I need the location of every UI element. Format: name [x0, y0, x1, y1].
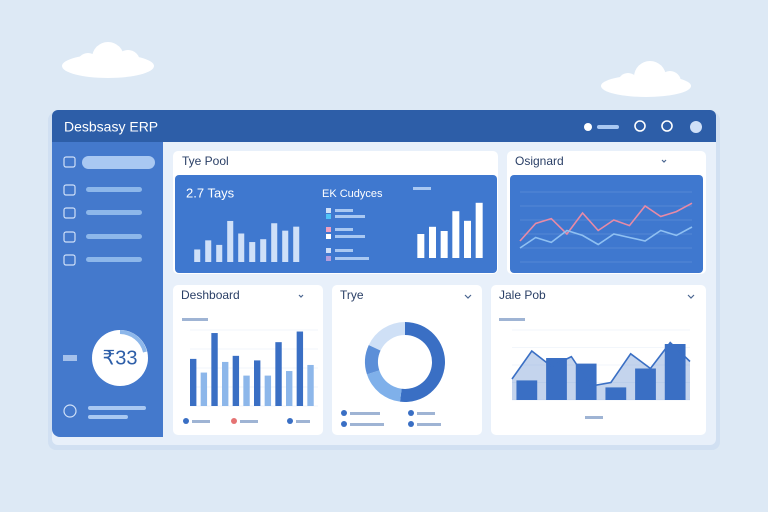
- bar: [271, 223, 278, 262]
- donut-segment: [399, 322, 445, 402]
- menu-icon: [63, 207, 76, 219]
- bar: [264, 375, 272, 406]
- bar: [575, 363, 597, 400]
- line: [511, 341, 691, 387]
- bar: [546, 358, 567, 400]
- menu-item[interactable]: [86, 210, 142, 215]
- card-title: Deshboard: [181, 288, 240, 302]
- bar: [260, 239, 267, 262]
- status-text: [597, 125, 619, 129]
- bar: [222, 361, 229, 406]
- legend: [326, 187, 431, 261]
- stat: 2.7 Tays: [186, 185, 235, 200]
- card: [332, 285, 482, 435]
- bar: [440, 231, 448, 258]
- card-title: Jale Pob: [499, 288, 546, 302]
- area: [512, 342, 690, 400]
- profile-button[interactable]: [690, 121, 702, 133]
- bar: [216, 244, 223, 262]
- card-title: Tye Pool: [182, 154, 229, 168]
- search-button[interactable]: [634, 120, 646, 132]
- badge-value: ₹33: [103, 347, 138, 369]
- bar: [429, 226, 436, 258]
- badge-ring: [119, 330, 147, 353]
- menu-item-active[interactable]: [82, 156, 155, 169]
- card-title: Osignard: [515, 154, 564, 168]
- bar: [475, 202, 483, 258]
- bar: [296, 331, 304, 406]
- bar: [200, 372, 208, 406]
- bar: [238, 233, 245, 262]
- menu-icon: [63, 156, 76, 168]
- bar: [307, 364, 314, 406]
- sidebar: [52, 142, 163, 437]
- bar: [516, 380, 538, 400]
- help-button[interactable]: [661, 120, 673, 132]
- bar: [249, 242, 256, 262]
- bar: [254, 360, 261, 406]
- header-bar: [52, 110, 716, 142]
- bar: [605, 387, 627, 400]
- bar: [227, 220, 234, 262]
- card-menu[interactable]: [298, 294, 304, 298]
- settings-icon[interactable]: [63, 404, 77, 418]
- card-panel: [175, 175, 497, 273]
- bar: [205, 240, 212, 262]
- bar: [286, 371, 293, 406]
- legend-title: EK Cudyces: [322, 188, 383, 200]
- bar: [232, 355, 240, 406]
- sidebar-footer-text: [88, 415, 128, 419]
- bar: [194, 249, 201, 262]
- card-menu[interactable]: [464, 294, 472, 299]
- badge-icon: [63, 355, 77, 361]
- donut-segment: [366, 370, 402, 402]
- menu-icon: [63, 231, 76, 243]
- donut-segment: [368, 322, 405, 351]
- card-menu[interactable]: [687, 294, 695, 299]
- bar: [635, 368, 656, 400]
- bar: [293, 226, 300, 262]
- menu-icon: [63, 254, 76, 266]
- bar: [190, 358, 197, 406]
- bar: [211, 333, 218, 406]
- status-dot: [584, 123, 592, 131]
- card-title: Trye: [340, 288, 364, 302]
- bar: [664, 344, 686, 400]
- menu-icon: [63, 184, 76, 196]
- bar: [452, 211, 460, 258]
- app-title: Desbsasy ERP: [64, 119, 158, 135]
- bar: [417, 234, 425, 258]
- bar: [275, 342, 282, 406]
- cloud: [62, 42, 691, 97]
- bar: [243, 375, 250, 406]
- bar: [282, 230, 289, 262]
- menu-item[interactable]: [86, 234, 142, 239]
- menu-item[interactable]: [86, 187, 142, 192]
- card: [173, 285, 323, 435]
- line: [519, 226, 693, 249]
- bar: [464, 220, 471, 258]
- line: [519, 202, 693, 242]
- badge-circle: [92, 330, 148, 386]
- sidebar-footer-text: [88, 406, 146, 410]
- donut-segment: [364, 344, 381, 375]
- card-menu[interactable]: [661, 159, 667, 163]
- chart-legend: [182, 318, 603, 427]
- menu-item[interactable]: [86, 257, 142, 262]
